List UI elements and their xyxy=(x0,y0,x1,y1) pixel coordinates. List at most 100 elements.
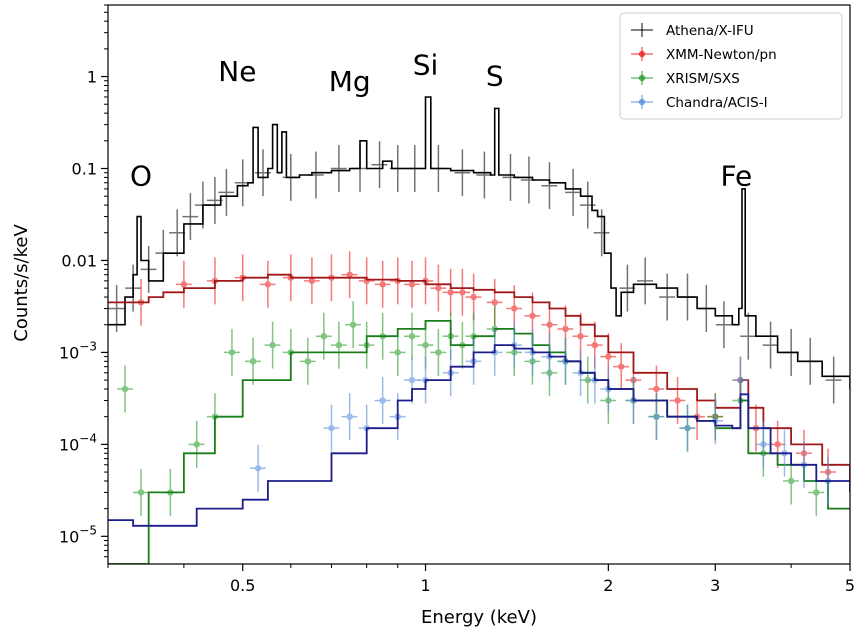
legend-entry: Athena/X-IFU xyxy=(631,23,754,39)
x-tick-label: 0.5 xyxy=(230,576,255,595)
x-tick-label: 3 xyxy=(710,576,720,595)
data-point xyxy=(223,328,240,376)
point-marker xyxy=(459,289,466,296)
data-point xyxy=(613,343,630,391)
data-point xyxy=(403,312,420,360)
point-marker xyxy=(308,277,316,285)
point-marker xyxy=(408,281,416,288)
y-tick-label: 10−5 xyxy=(59,523,97,546)
legend-label: Chandra/ACIS-I xyxy=(666,95,768,111)
legend-label: XRISM/SXS xyxy=(666,71,740,87)
data-point xyxy=(303,257,320,305)
y-tick-label: 0.1 xyxy=(72,160,97,179)
element-labels: O Ne Mg Si S Fe xyxy=(130,49,752,193)
annotation-si: Si xyxy=(413,49,439,82)
y-tick-label: 10−3 xyxy=(59,339,97,362)
point-marker xyxy=(529,312,536,320)
data-point xyxy=(341,251,358,299)
point-marker xyxy=(774,441,781,448)
x-tick-label: 2 xyxy=(603,576,613,595)
data-point xyxy=(132,468,149,516)
legend-marker xyxy=(638,98,646,106)
point-marker xyxy=(193,441,200,448)
point-marker xyxy=(228,349,236,356)
y-axis-label: Counts/s/keV xyxy=(11,224,32,342)
point-marker xyxy=(269,341,276,349)
y-tick-exponent: −4 xyxy=(79,431,97,445)
point-marker xyxy=(408,376,416,384)
data-point xyxy=(341,393,358,441)
point-marker xyxy=(511,305,518,312)
data-point xyxy=(264,321,281,369)
y-tick-base: 10 xyxy=(59,343,79,362)
data-point xyxy=(579,181,596,229)
point-marker xyxy=(121,385,129,393)
legend-marker xyxy=(638,74,646,82)
annotation-mg: Mg xyxy=(329,65,371,98)
data-point xyxy=(679,404,696,452)
point-marker xyxy=(320,333,328,340)
point-marker xyxy=(737,376,744,384)
point-marker xyxy=(435,349,442,356)
y-tick-base: 10 xyxy=(59,435,79,454)
data-point xyxy=(465,273,482,321)
point-marker xyxy=(447,289,454,296)
point-marker xyxy=(304,358,312,365)
legend-label: Athena/X-IFU xyxy=(666,23,754,39)
data-point xyxy=(659,273,675,321)
point-marker xyxy=(422,341,429,349)
data-point xyxy=(454,149,471,197)
point-marker xyxy=(470,293,477,301)
point-marker xyxy=(813,489,820,496)
model-line-athena-x-ifu xyxy=(108,96,850,389)
point-marker xyxy=(379,281,386,288)
series-layer xyxy=(108,96,850,564)
series-athena-x-ifu xyxy=(108,96,850,404)
data-point xyxy=(476,151,493,199)
data-point xyxy=(299,337,316,385)
data-point xyxy=(565,168,581,216)
data-point xyxy=(715,301,732,349)
data-point xyxy=(218,168,235,216)
data-point xyxy=(259,260,276,308)
data-point xyxy=(430,264,447,312)
legend-entry: XMM-Newton/pn xyxy=(631,47,777,63)
legend-entry: XRISM/SXS xyxy=(631,71,740,87)
data-point xyxy=(188,420,205,468)
data-point xyxy=(403,260,420,308)
data-point xyxy=(116,365,133,413)
point-marker xyxy=(491,299,498,306)
point-marker xyxy=(254,465,262,472)
legend-box xyxy=(619,12,843,120)
data-point xyxy=(541,162,558,210)
point-marker xyxy=(249,358,257,365)
data-point xyxy=(330,321,347,369)
annotation-s: S xyxy=(486,59,504,92)
data-point xyxy=(245,337,261,385)
point-marker xyxy=(180,281,188,288)
x-axis-ticks: 0.5 1 2 3 5 xyxy=(107,564,855,595)
model-line-chandra-acis-i xyxy=(108,344,850,527)
point-marker xyxy=(379,397,386,404)
data-point xyxy=(371,141,388,189)
point-marker xyxy=(264,281,272,288)
y-tick-exponent: −3 xyxy=(79,339,97,353)
x-tick-label: 5 xyxy=(845,576,855,595)
legend-entry: Chandra/ACIS-I xyxy=(631,95,768,111)
data-point xyxy=(175,260,192,308)
point-marker xyxy=(577,333,584,340)
point-marker xyxy=(137,489,145,496)
series-chandra-acis-i xyxy=(108,321,850,527)
legend-label: XMM-Newton/pn xyxy=(666,47,777,63)
point-marker xyxy=(562,325,569,333)
x-axis-label: Energy (keV) xyxy=(421,607,537,628)
point-marker xyxy=(653,413,660,420)
point-marker xyxy=(674,397,681,404)
point-marker xyxy=(349,321,357,328)
data-point xyxy=(182,193,199,241)
point-marker xyxy=(335,341,343,349)
data-point xyxy=(637,257,653,305)
y-tick-exponent: −5 xyxy=(79,523,97,537)
data-point xyxy=(345,301,361,349)
